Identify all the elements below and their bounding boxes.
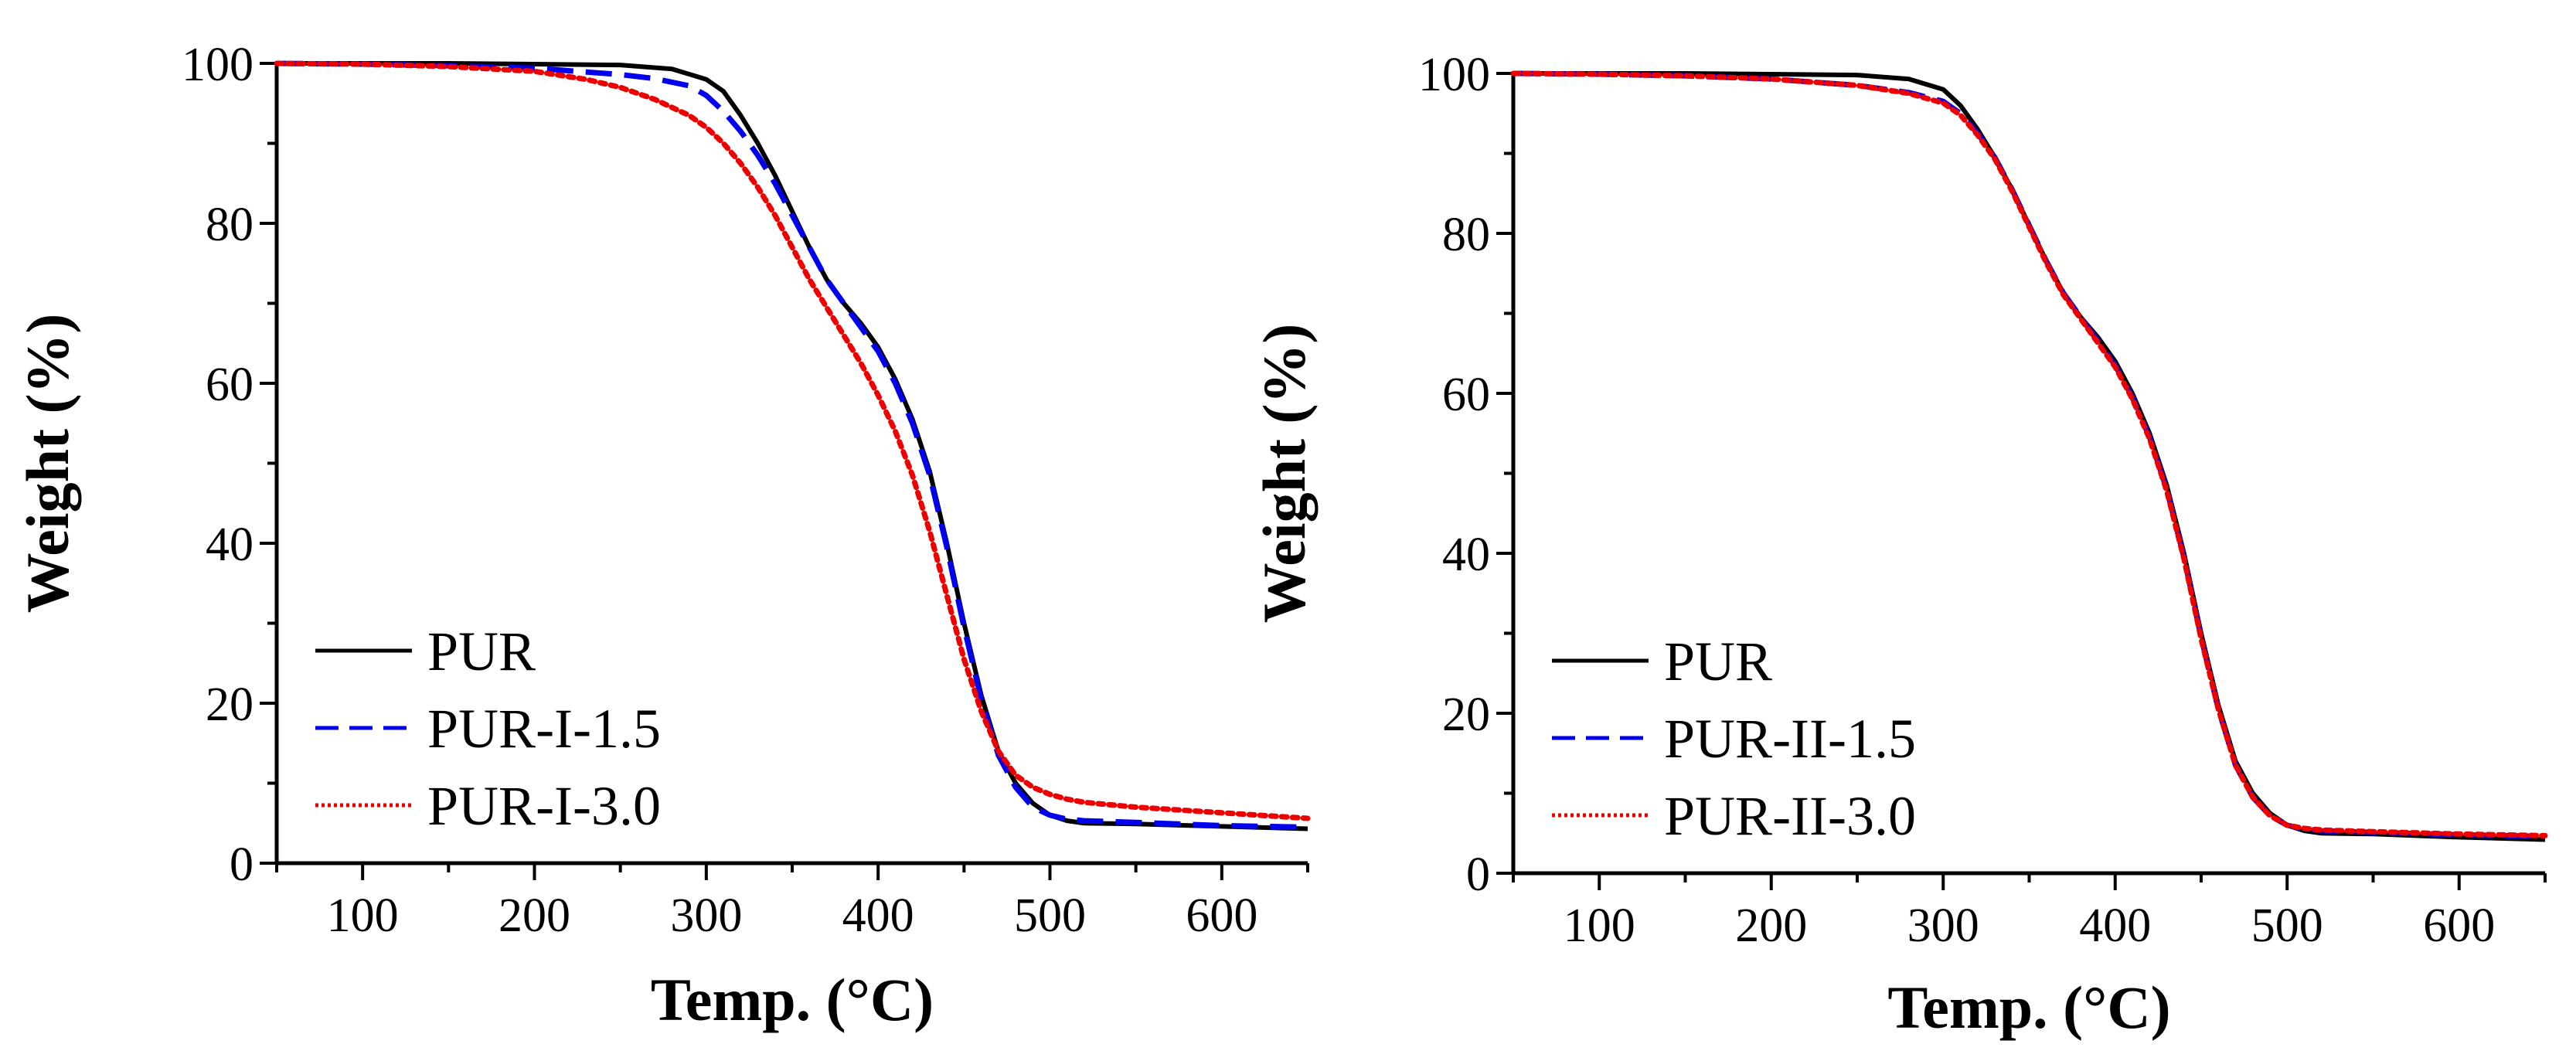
legend-label: PUR-II-1.5 [1664,708,1916,770]
legend-label: PUR [1664,631,1772,692]
series-line-pur-i-3.0 [274,60,1311,821]
series-line-pur-ii-3.0 [1510,70,2548,838]
y-tick-label: 100 [1418,49,1490,101]
y-tick-label: 100 [182,39,254,91]
x-tick-label: 400 [842,889,914,942]
legend-label: PUR [427,621,536,682]
x-axis-title: Temp. (°C) [651,966,934,1033]
x-tick-label: 600 [1186,889,1257,942]
y-axis-title: Weight (%) [1251,324,1318,624]
y-tick-label: 80 [206,199,254,251]
x-tick-label: 300 [1907,899,1979,952]
legend-label: PUR-II-3.0 [1664,785,1916,847]
legend-label: PUR-I-3.0 [427,775,661,837]
x-axis-title: Temp. (°C) [1887,974,2170,1041]
x-tick-label: 200 [1735,899,1807,952]
y-tick-label: 40 [206,519,254,571]
legend-label: PUR-I-1.5 [427,698,661,760]
x-tick-label: 500 [1014,889,1086,942]
y-tick-label: 80 [1442,209,1490,261]
x-tick-label: 600 [2423,899,2495,952]
y-axis-title: Weight (%) [14,314,81,614]
x-tick-label: 500 [2251,899,2323,952]
right-tga-panel: 100 200 300 400 500 600 0 20 40 60 80 100 Temp. (°C)… [1251,49,2548,1041]
x-tick-label: 200 [499,889,570,942]
y-tick-label: 40 [1442,529,1490,581]
y-tick-label: 60 [206,359,254,411]
y-tick-label: 0 [230,838,254,891]
x-tick-label: 400 [2079,899,2151,952]
series-line-pur-i-1.5 [276,60,1308,830]
left-tga-panel: 100 200 300 400 500 600 0 20 40 60 80 100 Temp. (°C)… [14,39,1311,1033]
y-tick-label: 0 [1466,848,1490,901]
y-tick-label: 60 [1442,369,1490,421]
y-tick-label: 20 [1442,689,1490,741]
x-tick-label: 100 [327,889,399,942]
y-tick-label: 20 [206,678,254,731]
x-tick-label: 100 [1564,899,1635,952]
x-tick-label: 300 [670,889,742,942]
